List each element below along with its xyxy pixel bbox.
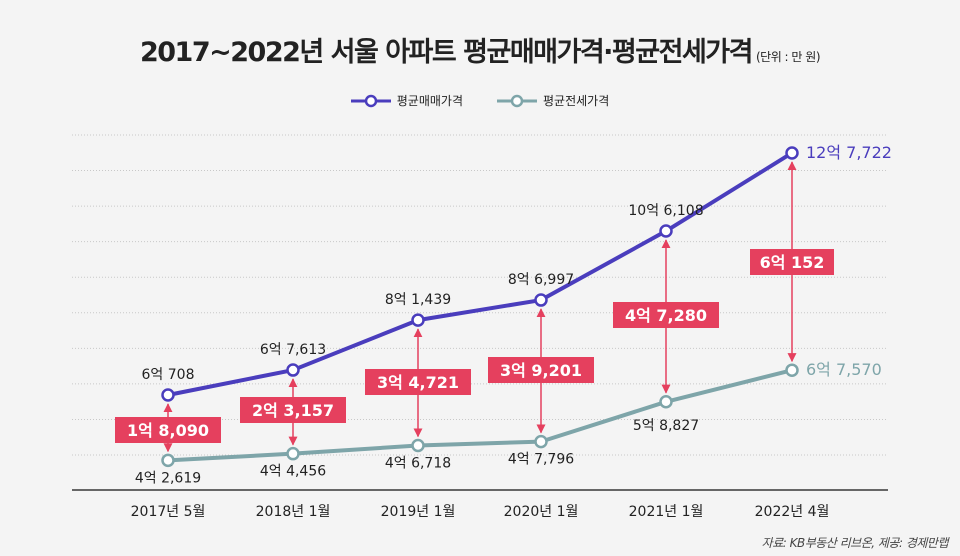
x-tick-label: 2022년 4월 (755, 504, 830, 520)
jeonse-data-label: 5억 8,827 (633, 418, 699, 434)
sale-line (167, 151, 794, 397)
difference-label: 4억 7,280 (625, 306, 707, 325)
sale-data-label: 8억 6,997 (508, 272, 574, 288)
jeonse-point (534, 434, 548, 449)
jeonse-point (659, 395, 673, 409)
difference-label: 1억 8,090 (127, 421, 209, 440)
difference-label: 2억 3,157 (252, 401, 334, 420)
sale-data-label: 6억 708 (142, 367, 195, 383)
jeonse-point (411, 438, 425, 453)
sale-point (286, 363, 300, 377)
difference-label: 3억 4,721 (377, 373, 459, 392)
sale-point (534, 293, 548, 307)
sale-legend-marker-icon (350, 94, 391, 107)
unit-label: (단위 : 만 원) (755, 50, 821, 64)
sale-point (785, 146, 799, 160)
jeonse-data-label: 4억 2,619 (135, 470, 201, 486)
x-tick-label: 2019년 1월 (381, 504, 456, 520)
difference-box (365, 369, 471, 395)
difference-box (115, 417, 221, 443)
difference-label: 6억 152 (760, 253, 825, 272)
x-tick-label: 2020년 1월 (504, 504, 579, 520)
difference-box (240, 397, 346, 423)
sale-point (659, 224, 673, 238)
difference-label: 3억 9,201 (500, 361, 582, 380)
jeonse-point (161, 453, 175, 468)
jeonse-point (286, 446, 300, 461)
legend-label-sale: 평균매매가격 (396, 94, 463, 108)
legend-item-sale: 평균매매가격 (350, 92, 463, 109)
sale-data-label: 8억 1,439 (385, 292, 451, 308)
legend: 평균매매가격 평균전세가격 (0, 92, 960, 109)
x-tick-label: 2017년 5월 (131, 504, 206, 520)
jeonse-data-label: 6억 7,570 (806, 360, 882, 379)
sale-point (161, 388, 175, 402)
legend-item-jeonse: 평균전세가격 (497, 92, 609, 109)
x-tick-label: 2018년 1월 (256, 504, 331, 520)
jeonse-data-label: 4억 4,456 (260, 464, 326, 480)
jeonse-line (167, 368, 793, 463)
difference-box (750, 249, 834, 275)
difference-box (488, 357, 594, 383)
sale-point (411, 313, 425, 327)
jeonse-data-label: 4억 6,718 (385, 456, 451, 472)
legend-label-jeonse: 평균전세가격 (543, 94, 610, 108)
jeonse-legend-marker-icon (497, 94, 537, 107)
title-text: 2017~2022년 서울 아파트 평균매매가격·평균전세가격 (139, 37, 754, 68)
jeonse-data-label: 4억 7,796 (508, 452, 574, 468)
sale-data-label: 12억 7,722 (806, 143, 892, 162)
sale-data-label: 6억 7,613 (260, 342, 326, 358)
source-note: 자료: KB부동산 리브온, 제공: 경제만랩 (761, 536, 949, 550)
difference-box (613, 302, 719, 328)
x-tick-label: 2021년 1월 (629, 504, 704, 520)
jeonse-point (785, 363, 799, 377)
sale-data-label: 10억 6,108 (628, 203, 703, 219)
chart-title: 2017~2022년 서울 아파트 평균매매가격·평균전세가격 (단위 : 만 원… (0, 30, 960, 69)
